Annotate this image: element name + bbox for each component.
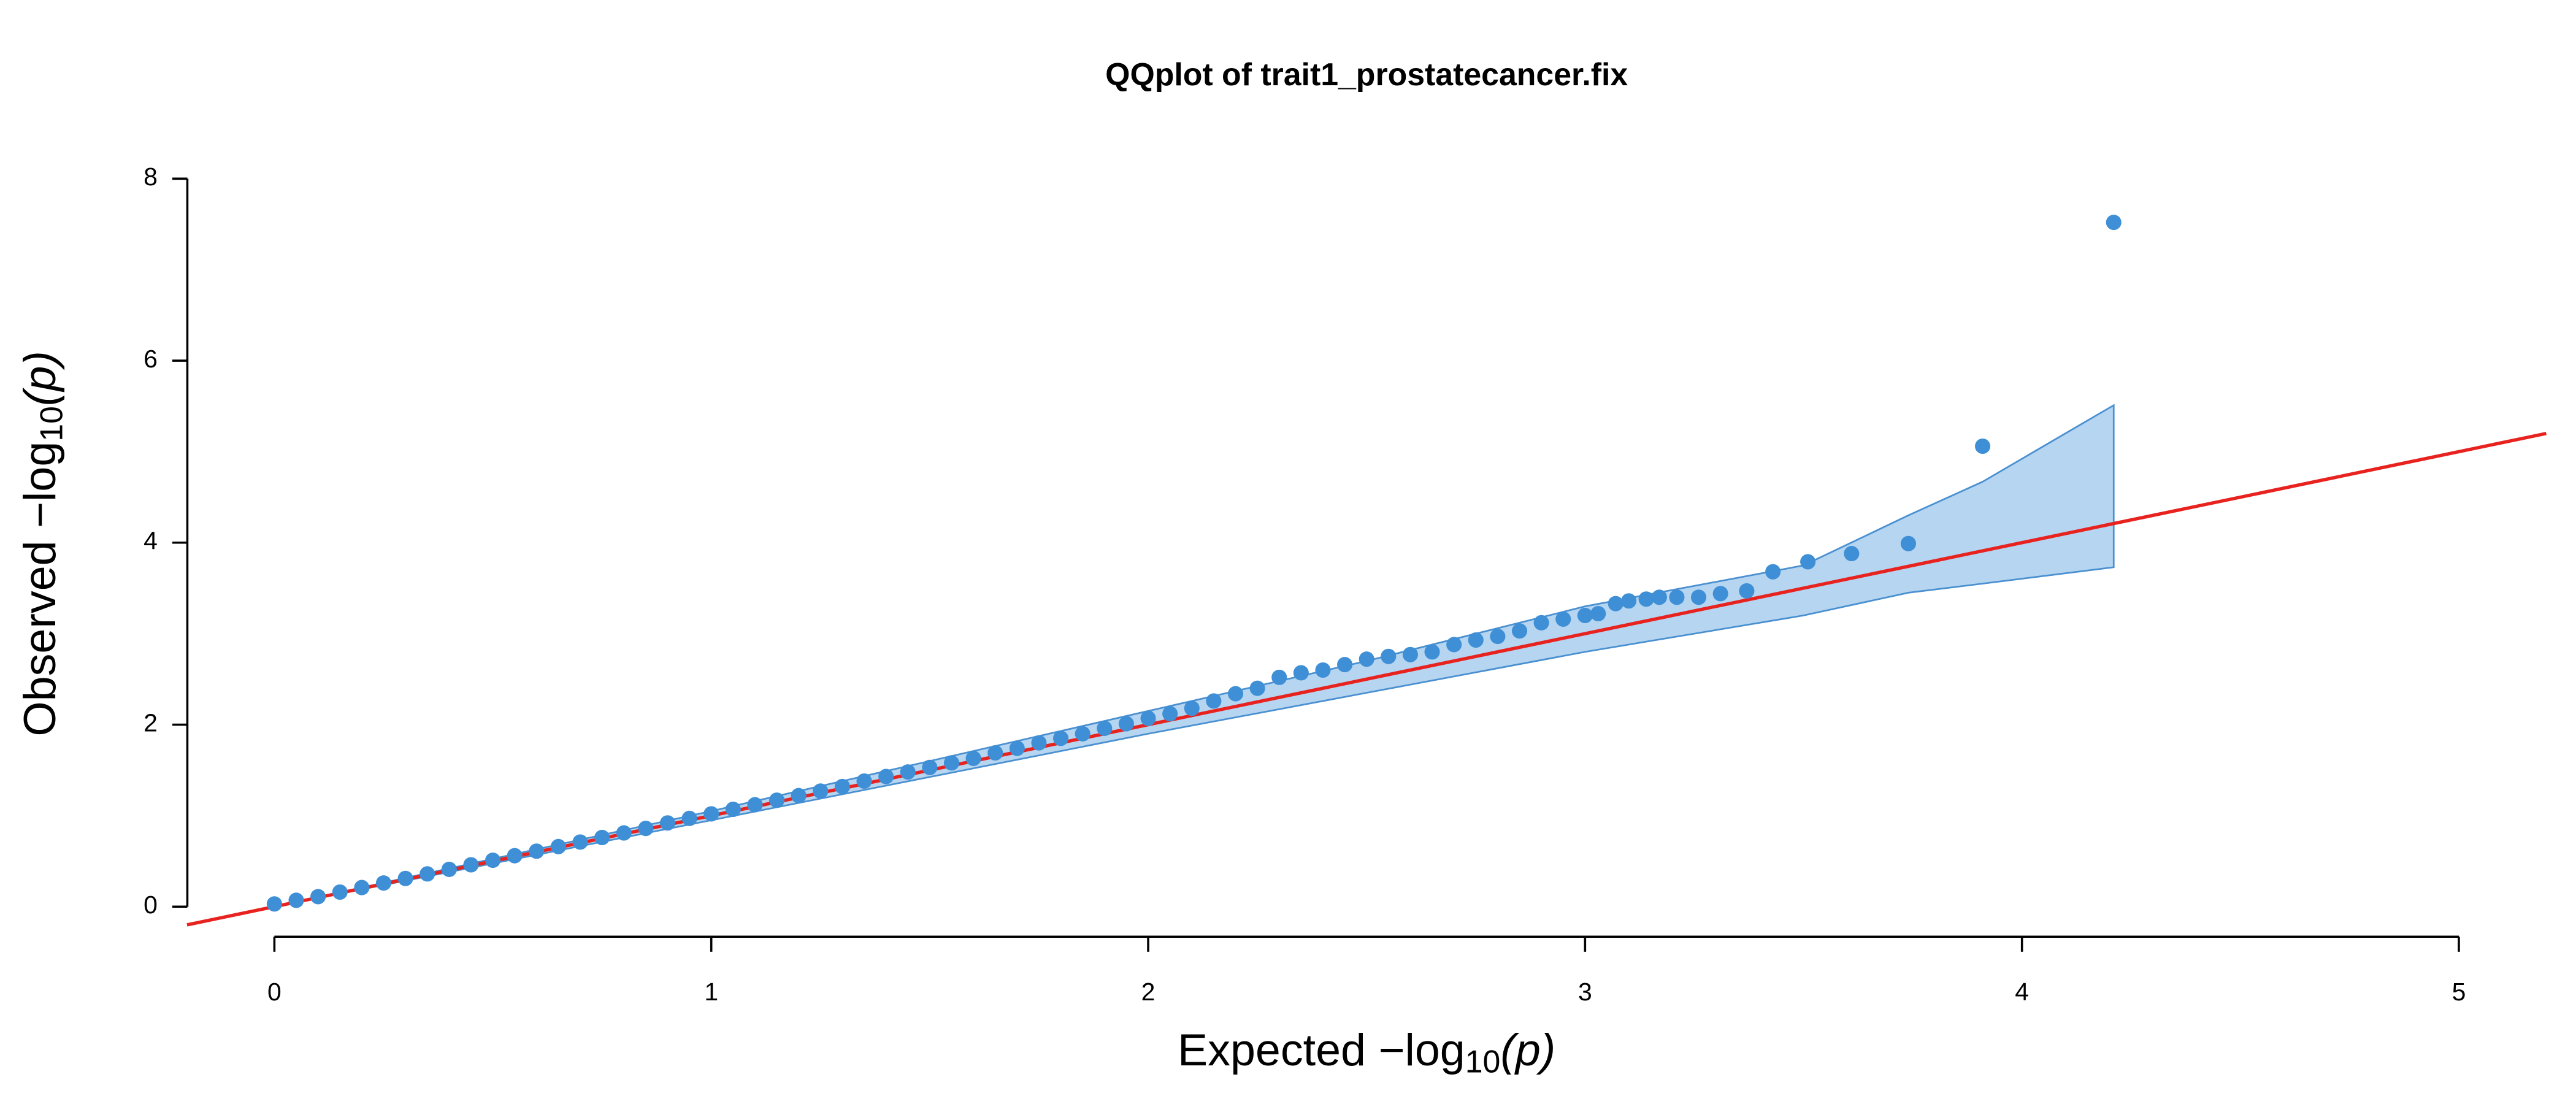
point xyxy=(1053,730,1069,746)
point xyxy=(1271,669,1287,685)
point xyxy=(1184,700,1200,716)
point xyxy=(638,821,654,837)
point xyxy=(507,848,523,864)
point xyxy=(1739,583,1755,599)
point xyxy=(703,806,719,822)
point xyxy=(2106,214,2122,231)
point xyxy=(1468,632,1484,648)
y-axis-label: Observed −log10(p) xyxy=(14,351,69,737)
point xyxy=(1359,651,1374,667)
x-tick-label: 0 xyxy=(267,978,282,1006)
point xyxy=(1511,623,1528,639)
point xyxy=(288,892,304,908)
point xyxy=(441,861,457,877)
point xyxy=(681,810,697,826)
point xyxy=(1381,648,1397,664)
point xyxy=(965,750,981,766)
chart-title: QQplot of trait1_prostatecancer.fix xyxy=(1105,56,1628,92)
point xyxy=(529,843,545,859)
x-tick-label: 2 xyxy=(1141,978,1156,1006)
point xyxy=(310,889,326,905)
point xyxy=(332,884,348,900)
y-axis-label-sub: 10 xyxy=(33,406,69,442)
point xyxy=(1075,726,1091,742)
y-tick-label: 6 xyxy=(144,345,158,373)
point xyxy=(1293,665,1309,681)
point xyxy=(1651,589,1667,605)
point xyxy=(834,778,850,794)
point xyxy=(572,834,588,850)
x-axis-label-arg: (p) xyxy=(1500,1025,1555,1076)
point xyxy=(463,857,479,873)
point xyxy=(1555,611,1571,627)
point xyxy=(1249,680,1265,696)
point xyxy=(747,797,763,813)
point xyxy=(1337,657,1353,673)
y-axis-label-arg: (p) xyxy=(14,351,65,406)
point xyxy=(1402,646,1418,662)
x-axis-label-main: Expected −log xyxy=(1178,1025,1465,1076)
point xyxy=(1424,644,1440,660)
point xyxy=(1691,589,1707,605)
point xyxy=(375,875,391,891)
point xyxy=(1590,605,1606,622)
y-tick-label: 2 xyxy=(144,708,158,737)
point xyxy=(1621,593,1637,609)
point xyxy=(813,783,829,799)
x-tick-label: 1 xyxy=(704,978,718,1006)
point xyxy=(922,759,938,775)
x-tick-label: 3 xyxy=(1578,978,1592,1006)
x-tick-label: 5 xyxy=(2452,978,2466,1006)
point xyxy=(987,745,1003,761)
y-tick-label: 8 xyxy=(144,163,158,191)
point xyxy=(1608,596,1623,611)
point xyxy=(659,815,676,831)
point xyxy=(856,773,872,789)
point xyxy=(1009,740,1025,756)
point xyxy=(878,769,894,784)
point xyxy=(1206,693,1222,709)
point xyxy=(1446,637,1462,653)
x-axis-label-sub: 10 xyxy=(1465,1043,1501,1079)
point xyxy=(1490,629,1506,645)
point xyxy=(594,829,610,846)
y-tick-label: 4 xyxy=(144,527,158,555)
point xyxy=(900,764,916,780)
point xyxy=(1765,564,1781,580)
point xyxy=(1844,546,1860,562)
point xyxy=(1577,607,1593,624)
point xyxy=(943,755,960,771)
point xyxy=(1712,586,1728,602)
point xyxy=(550,838,566,854)
point xyxy=(266,896,282,912)
x-tick-label: 4 xyxy=(2015,978,2029,1006)
point xyxy=(769,792,785,808)
point xyxy=(397,870,413,886)
point xyxy=(1533,615,1549,631)
point xyxy=(1162,706,1178,722)
point xyxy=(1669,589,1685,605)
confidence-band xyxy=(274,404,2115,908)
point xyxy=(1227,686,1244,702)
point xyxy=(791,788,807,803)
point xyxy=(485,853,501,868)
point xyxy=(725,801,741,818)
point xyxy=(1315,662,1331,678)
y-tick-label: 0 xyxy=(144,891,158,919)
point xyxy=(420,866,435,882)
point xyxy=(1638,591,1654,607)
point xyxy=(1975,438,1991,454)
point xyxy=(354,880,370,895)
point xyxy=(1800,554,1816,570)
x-axis-label: Expected −log10(p) xyxy=(1178,1025,1555,1079)
point xyxy=(616,825,632,841)
point xyxy=(1118,716,1134,732)
point xyxy=(1900,535,1917,551)
point xyxy=(1031,735,1047,751)
y-axis-label-main: Observed −log xyxy=(14,442,65,737)
point xyxy=(1140,710,1156,726)
point xyxy=(1097,720,1113,736)
